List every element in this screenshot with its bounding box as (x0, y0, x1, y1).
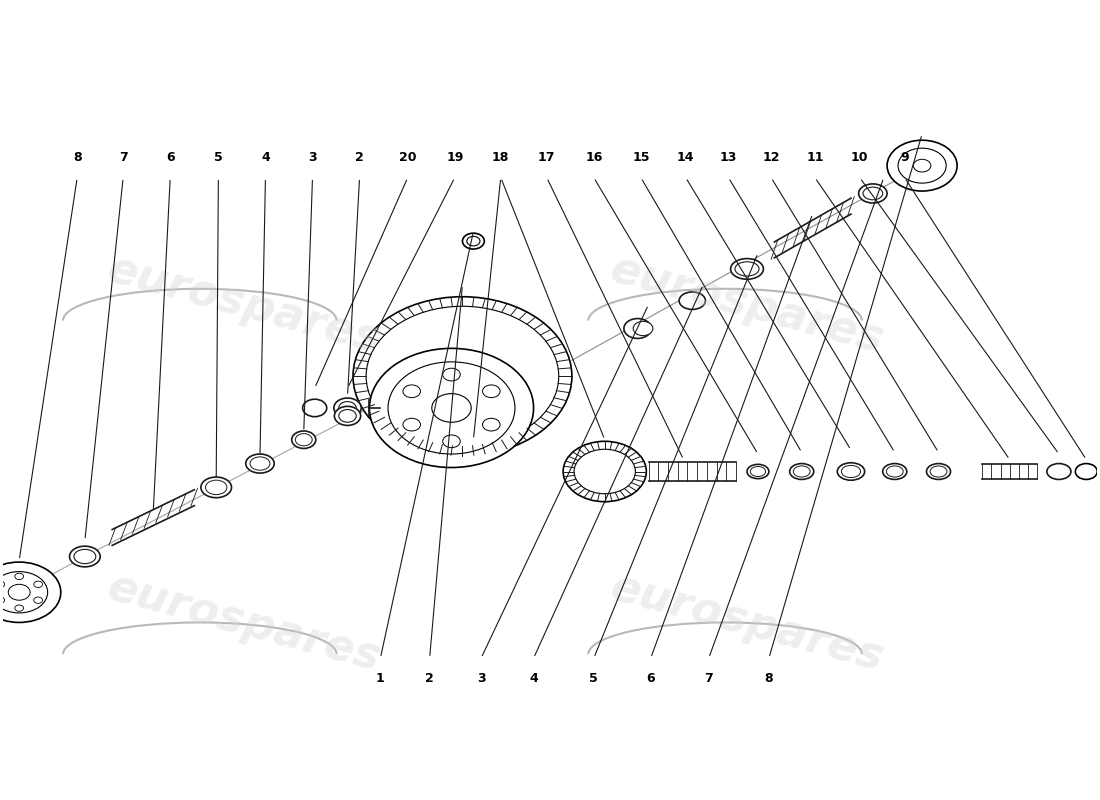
Text: 16: 16 (585, 151, 603, 164)
Text: 6: 6 (166, 151, 175, 164)
Ellipse shape (750, 466, 766, 477)
Text: 11: 11 (806, 151, 824, 164)
Ellipse shape (864, 187, 882, 200)
Text: 4: 4 (529, 671, 538, 685)
Text: 2: 2 (426, 671, 434, 685)
Circle shape (574, 450, 636, 494)
Ellipse shape (887, 466, 903, 477)
Text: 4: 4 (261, 151, 270, 164)
Circle shape (366, 306, 559, 446)
Circle shape (14, 605, 23, 611)
Ellipse shape (931, 466, 947, 477)
Ellipse shape (292, 431, 316, 449)
Text: 8: 8 (73, 151, 81, 164)
Ellipse shape (69, 546, 100, 567)
Circle shape (483, 385, 500, 398)
Text: 1: 1 (376, 671, 385, 685)
Ellipse shape (201, 477, 231, 498)
Ellipse shape (634, 322, 653, 336)
Text: 15: 15 (632, 151, 650, 164)
Text: 19: 19 (447, 151, 463, 164)
Ellipse shape (339, 410, 356, 422)
Circle shape (442, 435, 460, 448)
Text: eurospares: eurospares (605, 566, 889, 680)
Text: 2: 2 (355, 151, 364, 164)
Text: eurospares: eurospares (102, 566, 385, 680)
Text: 14: 14 (676, 151, 694, 164)
Circle shape (0, 597, 4, 603)
Ellipse shape (793, 466, 810, 477)
Ellipse shape (295, 434, 312, 446)
Text: 12: 12 (762, 151, 780, 164)
Text: 6: 6 (647, 671, 654, 685)
Ellipse shape (747, 464, 769, 478)
Ellipse shape (302, 399, 327, 417)
Text: 3: 3 (308, 151, 317, 164)
Circle shape (0, 562, 60, 622)
Ellipse shape (926, 463, 950, 479)
Circle shape (898, 148, 946, 183)
Text: 7: 7 (704, 671, 713, 685)
Circle shape (403, 385, 420, 398)
Ellipse shape (333, 398, 361, 418)
Text: 18: 18 (492, 151, 509, 164)
Ellipse shape (334, 406, 361, 426)
Circle shape (432, 394, 471, 422)
Circle shape (370, 348, 534, 467)
Text: 5: 5 (590, 671, 598, 685)
Circle shape (34, 581, 43, 587)
Circle shape (388, 362, 515, 454)
Circle shape (442, 368, 460, 381)
Text: 20: 20 (399, 151, 417, 164)
Ellipse shape (842, 466, 860, 478)
Circle shape (887, 140, 957, 191)
Text: 3: 3 (476, 671, 485, 685)
Circle shape (8, 584, 30, 600)
Circle shape (462, 233, 484, 249)
Ellipse shape (624, 318, 651, 338)
Ellipse shape (339, 402, 356, 414)
Circle shape (403, 418, 420, 431)
Text: 9: 9 (900, 151, 909, 164)
Text: 5: 5 (214, 151, 223, 164)
Text: 8: 8 (764, 671, 773, 685)
Circle shape (353, 297, 572, 456)
Text: 10: 10 (851, 151, 869, 164)
Ellipse shape (206, 480, 227, 494)
Circle shape (34, 597, 43, 603)
Ellipse shape (859, 184, 887, 203)
Ellipse shape (679, 292, 705, 310)
Ellipse shape (837, 462, 865, 480)
Ellipse shape (730, 258, 763, 279)
Circle shape (1076, 463, 1097, 479)
Ellipse shape (250, 457, 270, 470)
Circle shape (913, 159, 931, 172)
Text: 13: 13 (719, 151, 737, 164)
Circle shape (563, 442, 647, 502)
Text: 7: 7 (119, 151, 128, 164)
Circle shape (466, 236, 480, 246)
Ellipse shape (882, 463, 906, 479)
Circle shape (0, 581, 4, 587)
Ellipse shape (74, 550, 96, 564)
Ellipse shape (790, 463, 814, 479)
Text: eurospares: eurospares (605, 247, 889, 362)
Circle shape (0, 571, 47, 613)
Circle shape (483, 418, 500, 431)
Text: 17: 17 (538, 151, 556, 164)
Ellipse shape (1047, 463, 1071, 479)
Ellipse shape (245, 454, 274, 473)
Text: eurospares: eurospares (102, 247, 385, 362)
Ellipse shape (735, 262, 759, 276)
Circle shape (14, 573, 23, 579)
